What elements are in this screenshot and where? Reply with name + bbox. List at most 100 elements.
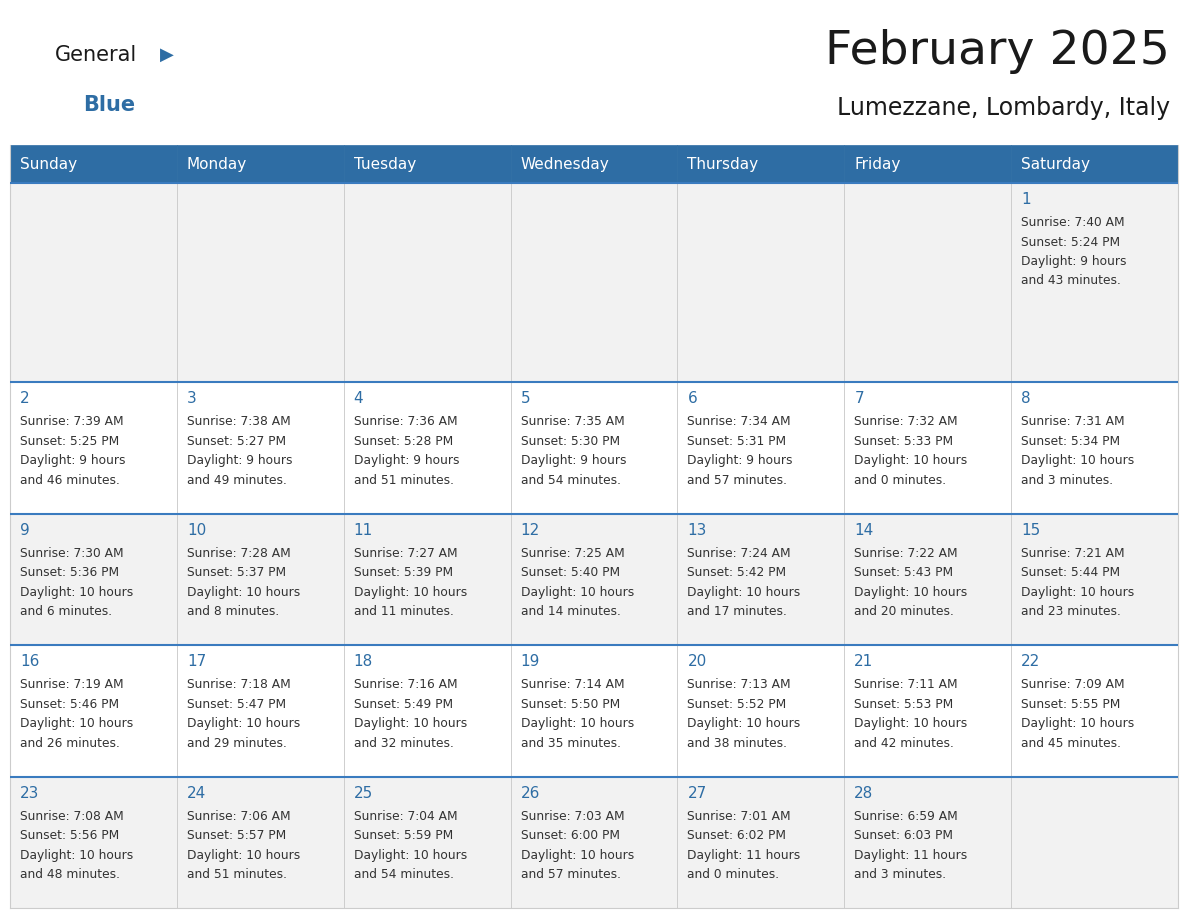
Bar: [511, 145, 677, 183]
Text: Sunset: 5:43 PM: Sunset: 5:43 PM: [854, 566, 954, 579]
Bar: [845, 383, 1011, 514]
Text: and 46 minutes.: and 46 minutes.: [20, 474, 120, 487]
Text: Sunrise: 7:31 AM: Sunrise: 7:31 AM: [1022, 415, 1125, 429]
Text: Sunrise: 7:25 AM: Sunrise: 7:25 AM: [520, 547, 625, 560]
Text: Sunset: 5:55 PM: Sunset: 5:55 PM: [1022, 698, 1120, 711]
Text: Lumezzane, Lombardy, Italy: Lumezzane, Lombardy, Italy: [836, 96, 1170, 120]
Text: Sunrise: 7:14 AM: Sunrise: 7:14 AM: [520, 678, 624, 691]
Text: Sunrise: 7:04 AM: Sunrise: 7:04 AM: [354, 810, 457, 823]
Bar: [677, 183, 845, 383]
Bar: [10, 145, 177, 183]
Text: Sunrise: 7:24 AM: Sunrise: 7:24 AM: [688, 547, 791, 560]
Text: ▶: ▶: [160, 46, 173, 64]
Text: Sunset: 5:39 PM: Sunset: 5:39 PM: [354, 566, 453, 579]
Text: and 6 minutes.: and 6 minutes.: [20, 605, 112, 619]
Text: Sunrise: 7:21 AM: Sunrise: 7:21 AM: [1022, 547, 1125, 560]
Text: and 48 minutes.: and 48 minutes.: [20, 868, 120, 881]
Text: Sunset: 6:02 PM: Sunset: 6:02 PM: [688, 829, 786, 842]
Text: Sunset: 5:31 PM: Sunset: 5:31 PM: [688, 435, 786, 448]
Text: Sunrise: 7:38 AM: Sunrise: 7:38 AM: [187, 415, 291, 429]
Text: Sunset: 5:36 PM: Sunset: 5:36 PM: [20, 566, 119, 579]
Text: 27: 27: [688, 786, 707, 800]
Text: and 3 minutes.: and 3 minutes.: [854, 868, 947, 881]
Text: Daylight: 10 hours: Daylight: 10 hours: [187, 586, 301, 599]
Bar: [343, 183, 511, 383]
Bar: [10, 777, 177, 908]
Text: Sunrise: 7:08 AM: Sunrise: 7:08 AM: [20, 810, 124, 823]
Text: Daylight: 10 hours: Daylight: 10 hours: [688, 586, 801, 599]
Bar: [677, 145, 845, 183]
Text: 17: 17: [187, 655, 206, 669]
Text: 4: 4: [354, 391, 364, 407]
Text: Sunrise: 7:06 AM: Sunrise: 7:06 AM: [187, 810, 291, 823]
Text: Daylight: 10 hours: Daylight: 10 hours: [20, 848, 133, 862]
Bar: [10, 383, 177, 514]
Text: 6: 6: [688, 391, 697, 407]
Bar: [1011, 145, 1178, 183]
Text: Sunrise: 7:22 AM: Sunrise: 7:22 AM: [854, 547, 958, 560]
Text: Daylight: 9 hours: Daylight: 9 hours: [1022, 255, 1126, 268]
Text: Daylight: 11 hours: Daylight: 11 hours: [854, 848, 967, 862]
Text: Sunset: 5:46 PM: Sunset: 5:46 PM: [20, 698, 119, 711]
Text: Sunset: 5:53 PM: Sunset: 5:53 PM: [854, 698, 954, 711]
Bar: [343, 777, 511, 908]
Text: 14: 14: [854, 522, 873, 538]
Bar: [511, 183, 677, 383]
Text: and 49 minutes.: and 49 minutes.: [187, 474, 286, 487]
Text: Sunday: Sunday: [20, 156, 77, 172]
Text: Sunset: 6:03 PM: Sunset: 6:03 PM: [854, 829, 953, 842]
Text: Wednesday: Wednesday: [520, 156, 609, 172]
Text: 1: 1: [1022, 192, 1031, 207]
Text: Daylight: 10 hours: Daylight: 10 hours: [1022, 586, 1135, 599]
Text: Sunset: 6:00 PM: Sunset: 6:00 PM: [520, 829, 620, 842]
Text: Sunrise: 7:11 AM: Sunrise: 7:11 AM: [854, 678, 958, 691]
Text: and 45 minutes.: and 45 minutes.: [1022, 736, 1121, 750]
Text: Sunrise: 7:27 AM: Sunrise: 7:27 AM: [354, 547, 457, 560]
Text: Sunrise: 7:16 AM: Sunrise: 7:16 AM: [354, 678, 457, 691]
Text: 5: 5: [520, 391, 530, 407]
Text: and 26 minutes.: and 26 minutes.: [20, 736, 120, 750]
Text: and 42 minutes.: and 42 minutes.: [854, 736, 954, 750]
Text: Daylight: 10 hours: Daylight: 10 hours: [187, 848, 301, 862]
Text: Sunset: 5:47 PM: Sunset: 5:47 PM: [187, 698, 286, 711]
Bar: [845, 145, 1011, 183]
Text: Sunset: 5:59 PM: Sunset: 5:59 PM: [354, 829, 453, 842]
Bar: [845, 645, 1011, 777]
Bar: [343, 645, 511, 777]
Bar: [177, 777, 343, 908]
Text: Daylight: 10 hours: Daylight: 10 hours: [354, 586, 467, 599]
Bar: [10, 514, 177, 645]
Text: Sunrise: 7:39 AM: Sunrise: 7:39 AM: [20, 415, 124, 429]
Text: 26: 26: [520, 786, 541, 800]
Text: Sunrise: 7:40 AM: Sunrise: 7:40 AM: [1022, 216, 1125, 229]
Text: Sunset: 5:56 PM: Sunset: 5:56 PM: [20, 829, 119, 842]
Text: Thursday: Thursday: [688, 156, 759, 172]
Text: 20: 20: [688, 655, 707, 669]
Text: Daylight: 10 hours: Daylight: 10 hours: [354, 848, 467, 862]
Text: and 3 minutes.: and 3 minutes.: [1022, 474, 1113, 487]
Text: 28: 28: [854, 786, 873, 800]
Text: and 11 minutes.: and 11 minutes.: [354, 605, 454, 619]
Bar: [1011, 383, 1178, 514]
Text: Daylight: 10 hours: Daylight: 10 hours: [854, 586, 967, 599]
Text: 11: 11: [354, 522, 373, 538]
Bar: [1011, 183, 1178, 383]
Text: and 0 minutes.: and 0 minutes.: [688, 868, 779, 881]
Text: Sunset: 5:52 PM: Sunset: 5:52 PM: [688, 698, 786, 711]
Text: Daylight: 9 hours: Daylight: 9 hours: [20, 454, 126, 467]
Text: General: General: [55, 45, 138, 65]
Text: Daylight: 10 hours: Daylight: 10 hours: [520, 848, 634, 862]
Bar: [177, 514, 343, 645]
Text: Sunset: 5:44 PM: Sunset: 5:44 PM: [1022, 566, 1120, 579]
Text: Sunrise: 7:30 AM: Sunrise: 7:30 AM: [20, 547, 124, 560]
Text: and 8 minutes.: and 8 minutes.: [187, 605, 279, 619]
Text: Sunset: 5:25 PM: Sunset: 5:25 PM: [20, 435, 119, 448]
Text: Daylight: 10 hours: Daylight: 10 hours: [520, 717, 634, 730]
Bar: [677, 383, 845, 514]
Text: Sunrise: 6:59 AM: Sunrise: 6:59 AM: [854, 810, 958, 823]
Text: Sunset: 5:33 PM: Sunset: 5:33 PM: [854, 435, 954, 448]
Text: 12: 12: [520, 522, 539, 538]
Text: Sunset: 5:49 PM: Sunset: 5:49 PM: [354, 698, 453, 711]
Text: 2: 2: [20, 391, 30, 407]
Text: Daylight: 9 hours: Daylight: 9 hours: [688, 454, 792, 467]
